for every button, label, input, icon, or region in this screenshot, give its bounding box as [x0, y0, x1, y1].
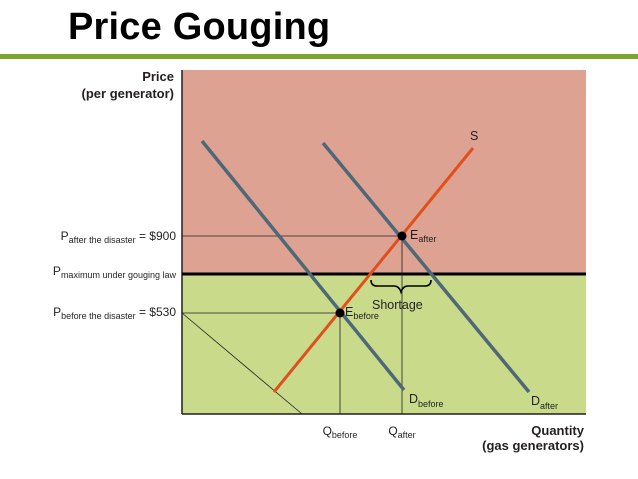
- demand-before-label: Dbefore: [409, 392, 444, 409]
- title-divider: [0, 54, 638, 59]
- equilibrium-before-point: [335, 308, 345, 318]
- price-after-label: Pafter the disaster = $900: [61, 229, 177, 245]
- equilibrium-after-label: Eafter: [410, 228, 436, 244]
- shortage-label: Shortage: [372, 298, 423, 312]
- equilibrium-before-label: Ebefore: [345, 305, 379, 321]
- region-above-price-cap: [182, 70, 586, 274]
- region-below-price-cap: [182, 274, 586, 414]
- price-cap-label: Pmaximum under gouging law: [53, 264, 177, 280]
- x-axis-title-line2: (gas generators): [482, 438, 584, 453]
- y-axis-title-line2: (per generator): [82, 86, 174, 101]
- demand-before-curve: [200, 139, 406, 392]
- supply-curve-label: S: [470, 129, 478, 143]
- demand-after-curve: [321, 141, 531, 394]
- supply-curve: [272, 147, 475, 393]
- guide-diagonal: [181, 312, 303, 415]
- y-axis-title-line1: Price: [142, 69, 174, 84]
- demand-after-label: Dafter: [531, 394, 558, 411]
- quantity-after-label: Qafter: [388, 424, 415, 440]
- quantity-before-label: Qbefore: [323, 424, 358, 440]
- price-before-label: Pbefore the disaster = $530: [53, 305, 176, 321]
- x-axis-title-line1: Quantity: [531, 423, 584, 438]
- slide-title: Price Gouging: [68, 6, 331, 48]
- equilibrium-after-point: [397, 231, 407, 241]
- shortage-brace: [370, 279, 432, 295]
